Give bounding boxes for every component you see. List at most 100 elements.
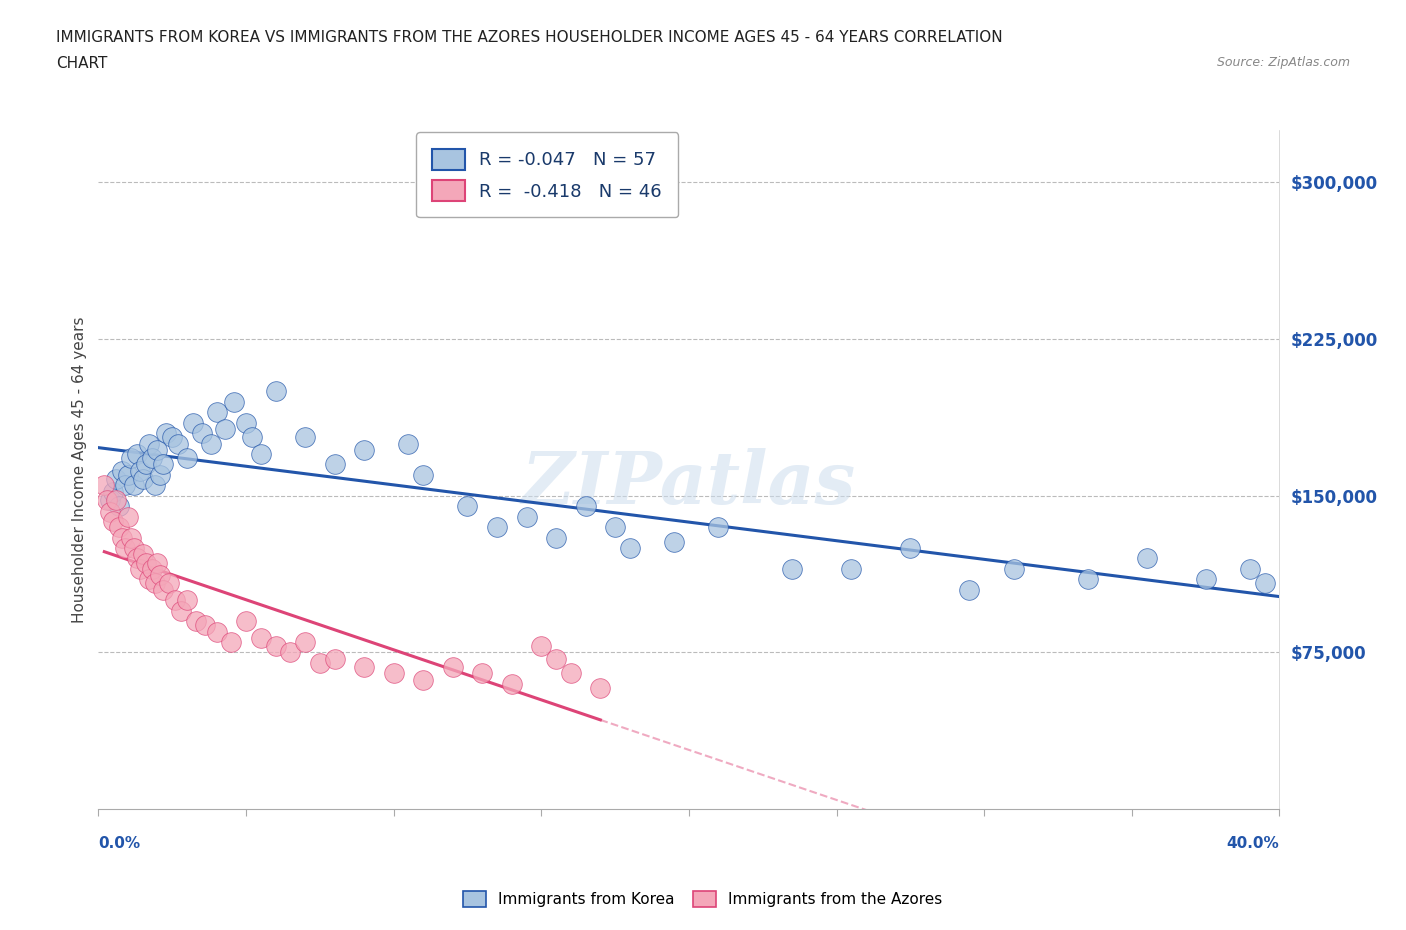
Point bbox=[224, 394, 246, 409]
Point bbox=[546, 651, 568, 666]
Point bbox=[181, 415, 204, 430]
Point bbox=[278, 645, 302, 660]
Point bbox=[170, 604, 193, 618]
Point bbox=[412, 672, 434, 687]
Point bbox=[138, 572, 160, 587]
Point bbox=[105, 472, 128, 486]
Text: 0.0%: 0.0% bbox=[98, 836, 141, 851]
Point bbox=[589, 681, 612, 696]
Point bbox=[135, 457, 157, 472]
Point bbox=[235, 614, 257, 629]
Point bbox=[149, 567, 172, 582]
Point bbox=[1239, 562, 1261, 577]
Point bbox=[135, 555, 157, 570]
Point bbox=[108, 498, 131, 513]
Point bbox=[619, 540, 641, 555]
Point bbox=[167, 436, 190, 451]
Point bbox=[250, 446, 273, 461]
Point bbox=[132, 472, 155, 486]
Point bbox=[117, 510, 139, 525]
Point bbox=[103, 485, 125, 499]
Point bbox=[530, 639, 553, 654]
Point bbox=[214, 421, 236, 436]
Point bbox=[250, 631, 273, 645]
Point bbox=[176, 451, 198, 466]
Point bbox=[128, 463, 150, 478]
Text: Source: ZipAtlas.com: Source: ZipAtlas.com bbox=[1216, 56, 1350, 69]
Point bbox=[125, 446, 148, 461]
Legend: R = -0.047   N = 57, R =  -0.418   N = 46: R = -0.047 N = 57, R = -0.418 N = 46 bbox=[416, 132, 678, 218]
Point bbox=[900, 540, 922, 555]
Point bbox=[141, 562, 163, 577]
Point bbox=[138, 436, 160, 451]
Point bbox=[114, 540, 136, 555]
Point bbox=[782, 562, 804, 577]
Point bbox=[456, 498, 478, 513]
Point bbox=[98, 493, 121, 508]
Point bbox=[323, 457, 346, 472]
Point bbox=[264, 384, 287, 399]
Point bbox=[219, 634, 243, 649]
Point bbox=[353, 443, 375, 458]
Point bbox=[122, 478, 145, 493]
Point bbox=[146, 555, 169, 570]
Point bbox=[132, 547, 155, 562]
Point bbox=[176, 592, 198, 607]
Point bbox=[162, 430, 183, 445]
Point bbox=[152, 582, 174, 597]
Point bbox=[96, 493, 118, 508]
Point bbox=[959, 582, 981, 597]
Point bbox=[120, 451, 142, 466]
Point bbox=[105, 493, 128, 508]
Point bbox=[143, 576, 166, 591]
Point bbox=[143, 478, 166, 493]
Text: ZIPatlas: ZIPatlas bbox=[522, 447, 856, 519]
Point bbox=[264, 639, 287, 654]
Point bbox=[122, 540, 145, 555]
Point bbox=[93, 478, 115, 493]
Point bbox=[125, 551, 148, 565]
Point bbox=[441, 659, 464, 674]
Point bbox=[200, 436, 222, 451]
Text: CHART: CHART bbox=[56, 56, 108, 71]
Point bbox=[194, 618, 217, 632]
Point bbox=[412, 468, 434, 483]
Point bbox=[664, 534, 686, 549]
Y-axis label: Householder Income Ages 45 - 64 years: Householder Income Ages 45 - 64 years bbox=[72, 316, 87, 623]
Point bbox=[839, 562, 862, 577]
Point bbox=[155, 426, 177, 441]
Point bbox=[353, 659, 375, 674]
Point bbox=[309, 656, 332, 671]
Point bbox=[152, 457, 174, 472]
Text: 40.0%: 40.0% bbox=[1226, 836, 1279, 851]
Point bbox=[1195, 572, 1218, 587]
Point bbox=[707, 520, 730, 535]
Point bbox=[1254, 576, 1277, 591]
Point bbox=[111, 463, 134, 478]
Point bbox=[165, 592, 187, 607]
Point bbox=[516, 510, 538, 525]
Point bbox=[114, 478, 136, 493]
Point bbox=[501, 676, 523, 691]
Point bbox=[149, 468, 172, 483]
Point bbox=[574, 498, 596, 513]
Legend: Immigrants from Korea, Immigrants from the Azores: Immigrants from Korea, Immigrants from t… bbox=[457, 884, 949, 913]
Point bbox=[191, 426, 214, 441]
Point bbox=[396, 436, 419, 451]
Point bbox=[146, 443, 169, 458]
Point bbox=[184, 614, 207, 629]
Point bbox=[205, 624, 228, 639]
Point bbox=[128, 562, 150, 577]
Point bbox=[98, 505, 121, 520]
Point bbox=[157, 576, 180, 591]
Point bbox=[560, 666, 582, 681]
Point bbox=[546, 530, 568, 545]
Point bbox=[1002, 562, 1025, 577]
Point bbox=[1077, 572, 1099, 587]
Point bbox=[294, 430, 316, 445]
Point bbox=[323, 651, 346, 666]
Point bbox=[605, 520, 627, 535]
Point bbox=[108, 520, 131, 535]
Point bbox=[235, 415, 257, 430]
Point bbox=[382, 666, 405, 681]
